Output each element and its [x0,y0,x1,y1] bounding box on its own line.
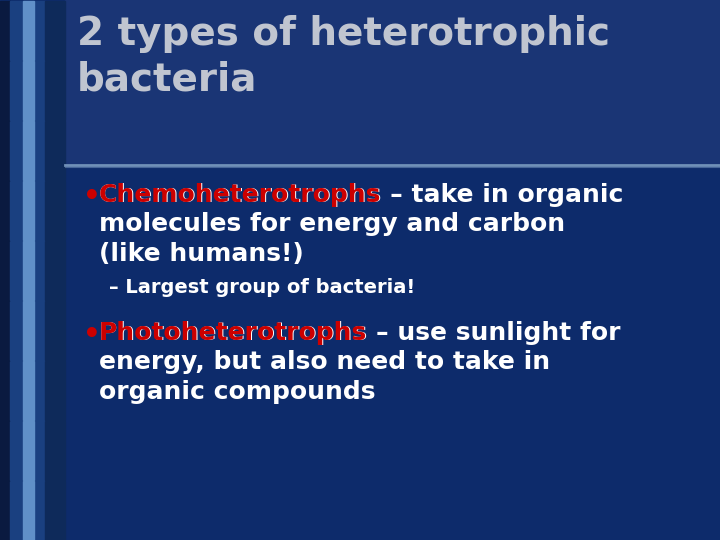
Bar [0,181,9,240]
Bar [65,0,720,165]
Bar [0,61,9,120]
Text: Photoheterotrophs – use sunlight for
energy, but also need to take in
organic co: Photoheterotrophs – use sunlight for ene… [99,321,621,404]
Bar [9,61,45,120]
Bar [45,121,65,180]
Bar [22,361,35,420]
Bar [0,361,9,420]
Bar [9,301,45,360]
Bar [9,241,45,300]
Text: Photoheterotrophs: Photoheterotrophs [99,321,367,345]
Bar [45,1,65,60]
Bar [9,481,45,540]
Bar [45,421,65,480]
Bar [9,361,45,420]
Text: Chemoheterotrophs: Chemoheterotrophs [99,183,381,207]
Text: Chemoheterotrophs – take in organic
molecules for energy and carbon
(like humans: Chemoheterotrophs – take in organic mole… [99,183,624,266]
Bar [9,421,45,480]
Bar [22,1,35,60]
Text: – Largest group of bacteria!: – Largest group of bacteria! [109,278,415,298]
Bar [9,1,45,60]
Bar [22,301,35,360]
Bar [45,241,65,300]
Bar [0,241,9,300]
Bar [45,301,65,360]
Bar [45,181,65,240]
Bar [9,181,45,240]
Bar [0,481,9,540]
Bar [22,481,35,540]
Bar [0,421,9,480]
Bar [0,1,9,60]
Bar [22,61,35,120]
Bar [22,181,35,240]
Bar [45,481,65,540]
Bar [0,0,65,540]
Text: •: • [83,183,101,211]
Bar [22,121,35,180]
Bar [45,361,65,420]
Text: 2 types of heterotrophic
bacteria: 2 types of heterotrophic bacteria [77,15,610,98]
Bar [22,241,35,300]
Bar [22,421,35,480]
Text: •: • [83,321,101,348]
Bar [0,301,9,360]
Bar [9,121,45,180]
Bar [0,121,9,180]
Bar [45,61,65,120]
